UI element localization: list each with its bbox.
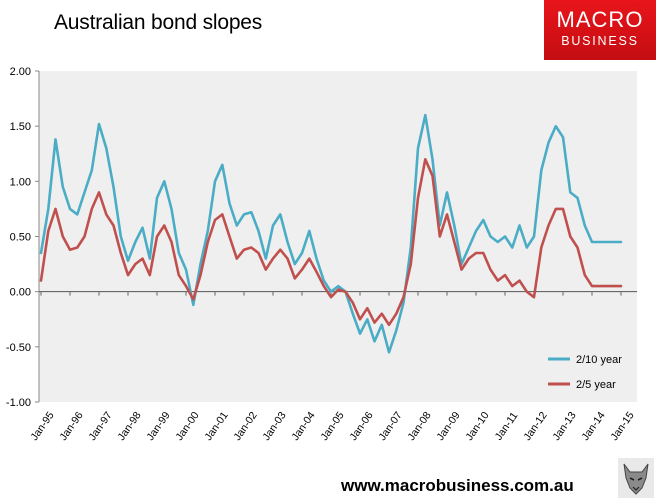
series-line <box>39 158 623 327</box>
x-tick-label: Jan-97 <box>86 410 114 443</box>
logo-line2: BUSINESS <box>561 34 639 48</box>
x-tick-label: Jan-95 <box>28 410 56 443</box>
x-tick-label: Jan-01 <box>202 410 230 443</box>
x-tick-label: Jan-02 <box>231 410 259 443</box>
y-tick-label: -0.50 <box>6 342 31 354</box>
x-tick-label: Jan-13 <box>550 410 578 443</box>
x-tick-label: Jan-15 <box>608 410 636 443</box>
x-tick-label: Jan-00 <box>173 410 201 443</box>
x-tick-label: Jan-07 <box>376 410 404 443</box>
y-tick-label: 0.50 <box>10 232 31 244</box>
chart-title: Australian bond slopes <box>54 11 263 34</box>
x-tick-label: Jan-96 <box>57 410 85 443</box>
x-tick-label: Jan-08 <box>405 410 433 443</box>
x-tick-label: Jan-12 <box>521 410 549 443</box>
wolf-icon <box>618 458 654 498</box>
x-tick-label: Jan-06 <box>347 410 375 443</box>
x-tick-label: Jan-09 <box>434 410 462 443</box>
x-tick-label: Jan-11 <box>493 410 521 443</box>
x-tick-label: Jan-10 <box>463 410 491 443</box>
x-tick-label: Jan-99 <box>144 410 172 443</box>
y-tick-label: 1.50 <box>10 121 31 133</box>
series-line <box>39 113 623 354</box>
y-tick-label: 1.00 <box>10 176 31 188</box>
footer-url: www.macrobusiness.com.au <box>341 476 574 495</box>
y-tick-label: -1.00 <box>6 397 31 409</box>
y-tick-label: 0.00 <box>10 287 31 299</box>
x-tick-label: Jan-05 <box>318 410 346 443</box>
x-tick-label: Jan-98 <box>115 410 143 443</box>
legend-label: 2/10 year <box>576 354 622 366</box>
x-tick-label: Jan-14 <box>579 410 607 443</box>
legend-label: 2/5 year <box>576 379 616 391</box>
logo-line1: MACRO <box>556 7 644 32</box>
x-tick-label: Jan-03 <box>260 410 288 443</box>
x-tick-label: Jan-04 <box>289 410 317 443</box>
plot-area <box>39 71 637 402</box>
y-tick-label: 2.00 <box>10 66 31 78</box>
macrobusiness-logo: MACRO BUSINESS <box>544 0 656 60</box>
